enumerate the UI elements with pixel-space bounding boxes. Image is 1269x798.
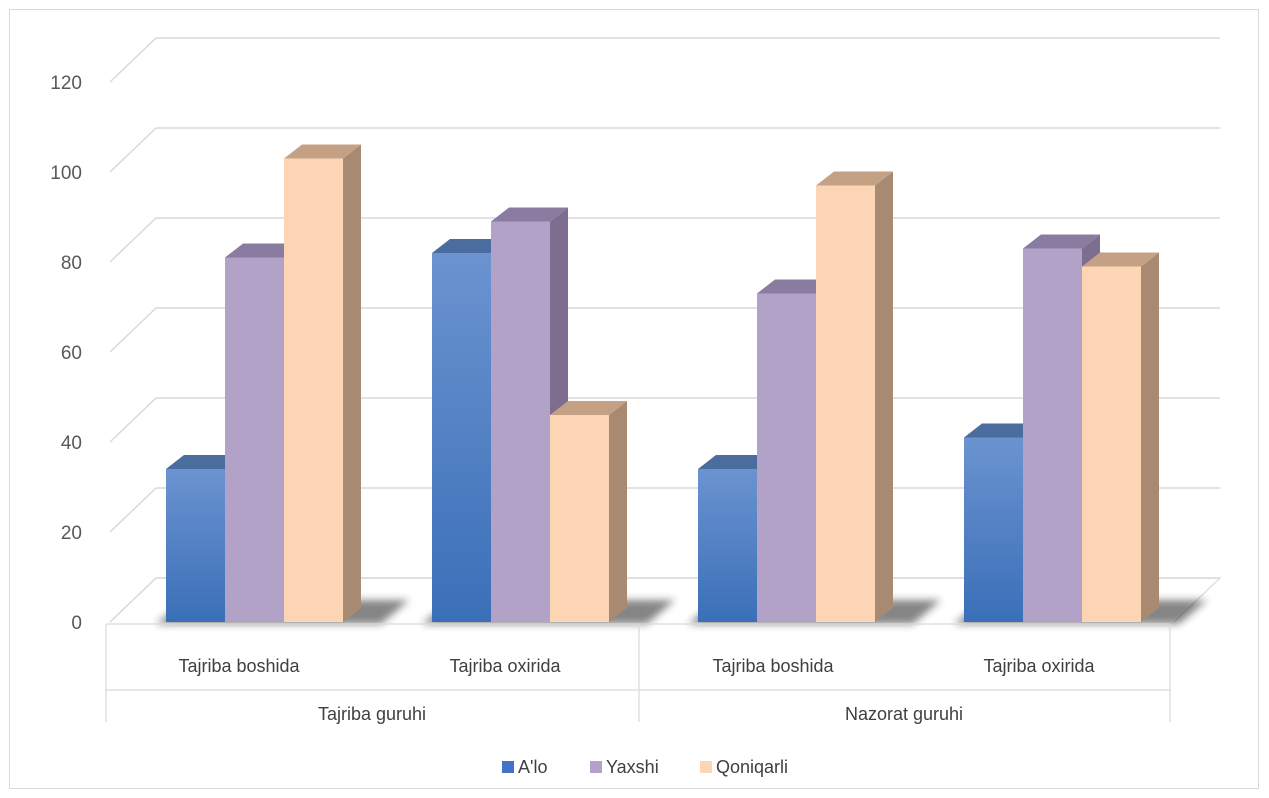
bar-front	[1023, 248, 1082, 622]
chart-svg: 0 20 40 60 80 100 120 Tajriba boshida Tajriba o…	[50, 37, 1222, 777]
x-category-label: Tajriba boshida	[712, 656, 834, 676]
bar	[816, 171, 893, 622]
x-category-label: Tajriba boshida	[178, 656, 300, 676]
bar-front	[757, 293, 816, 622]
x-group-label: Tajriba guruhi	[318, 704, 426, 724]
x-category-label: Tajriba oxirida	[449, 656, 561, 676]
bar-front	[225, 257, 284, 622]
bar-front	[166, 469, 225, 622]
legend-item: Qoniqarli	[700, 757, 788, 777]
legend-item: Yaxshi	[590, 757, 659, 777]
gridlines	[109, 37, 1222, 623]
legend-label: A'lo	[518, 757, 547, 777]
bar-front	[284, 158, 343, 622]
bar-top	[284, 144, 361, 159]
bar	[550, 401, 627, 622]
legend-label: Qoniqarli	[716, 757, 788, 777]
bar-side	[1141, 252, 1159, 622]
gridline	[109, 127, 1220, 173]
bar-side	[875, 171, 893, 622]
x-axis: Tajriba boshida Tajriba oxirida Tajriba bo…	[105, 623, 1171, 724]
bar	[284, 144, 361, 622]
bar-front	[964, 437, 1023, 622]
chart-area: 0 20 40 60 80 100 120 Tajriba boshida Tajriba o…	[9, 9, 1259, 789]
bar	[1082, 252, 1159, 622]
y-tick-label: 100	[50, 163, 82, 184]
legend: A'lo Yaxshi Qoniqarli	[502, 757, 788, 777]
y-tick-label: 20	[61, 523, 82, 544]
legend-swatch	[700, 761, 712, 773]
bars	[166, 144, 1159, 622]
legend-item: A'lo	[502, 757, 547, 777]
bar-front	[1082, 266, 1141, 622]
y-axis-tick-labels: 0 20 40 60 80 100 120	[50, 73, 82, 634]
x-category-label: Tajriba oxirida	[983, 656, 1095, 676]
bar-front	[491, 221, 550, 622]
bar-top	[225, 243, 302, 258]
y-tick-label: 0	[71, 613, 82, 634]
bar-front	[816, 185, 875, 622]
bar-front	[550, 415, 609, 622]
bar-side	[609, 401, 627, 622]
legend-label: Yaxshi	[606, 757, 659, 777]
y-tick-label: 60	[61, 343, 82, 364]
y-tick-label: 40	[61, 433, 82, 454]
bar-top	[1082, 252, 1159, 267]
bar-front	[432, 253, 491, 622]
bar-front	[698, 469, 757, 622]
bar-top	[166, 455, 243, 469]
bar-top	[491, 207, 568, 222]
y-tick-label: 120	[50, 73, 82, 94]
bar-top	[550, 401, 627, 415]
bar-top	[432, 239, 509, 253]
x-group-label: Nazorat guruhi	[845, 704, 963, 724]
y-tick-label: 80	[61, 253, 82, 274]
bar-top	[816, 171, 893, 186]
bar-top	[964, 423, 1041, 438]
legend-swatch	[502, 761, 514, 773]
bar-top	[698, 455, 775, 469]
bar-top	[1023, 234, 1100, 249]
bar-top	[757, 279, 834, 294]
bar-side	[343, 144, 361, 622]
gridline	[109, 37, 1220, 83]
legend-swatch	[590, 761, 602, 773]
